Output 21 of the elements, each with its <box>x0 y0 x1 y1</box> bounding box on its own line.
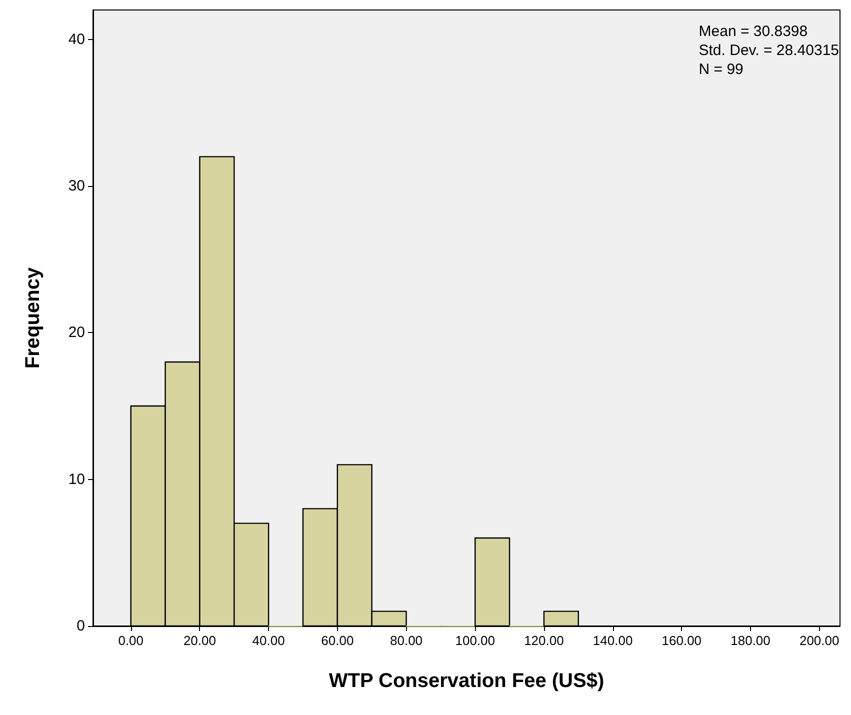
x-tick-label: 80.00 <box>390 633 423 648</box>
y-tick-label: 40 <box>68 30 85 48</box>
annotation: N = 99 <box>698 61 744 78</box>
x-tick-label: 180.00 <box>730 633 770 648</box>
y-axis-title: Frequency <box>22 266 44 369</box>
x-tick-label: 160.00 <box>662 633 702 648</box>
x-axis-title: WTP Conservation Fee (US$) <box>328 670 604 692</box>
y-tick-label: 20 <box>68 324 85 342</box>
x-tick-label: 60.00 <box>321 633 354 648</box>
x-tick-label: 20.00 <box>183 633 216 648</box>
annotation: Mean = 30.8398 <box>698 23 808 40</box>
x-tick-label: 0.00 <box>118 633 144 648</box>
x-tick-label: 200.00 <box>799 633 840 648</box>
x-tick-label: 120.00 <box>524 633 564 648</box>
annotation: Std. Dev. = 28.40315 <box>698 42 840 59</box>
y-tick-label: 10 <box>68 470 85 488</box>
y-tick-label: 30 <box>68 178 85 194</box>
x-tick-label: 40.00 <box>252 633 285 648</box>
x-tick-label: 100.00 <box>455 633 495 648</box>
x-tick-label: 140.00 <box>592 633 633 648</box>
y-tick-label: 0 <box>76 618 85 634</box>
